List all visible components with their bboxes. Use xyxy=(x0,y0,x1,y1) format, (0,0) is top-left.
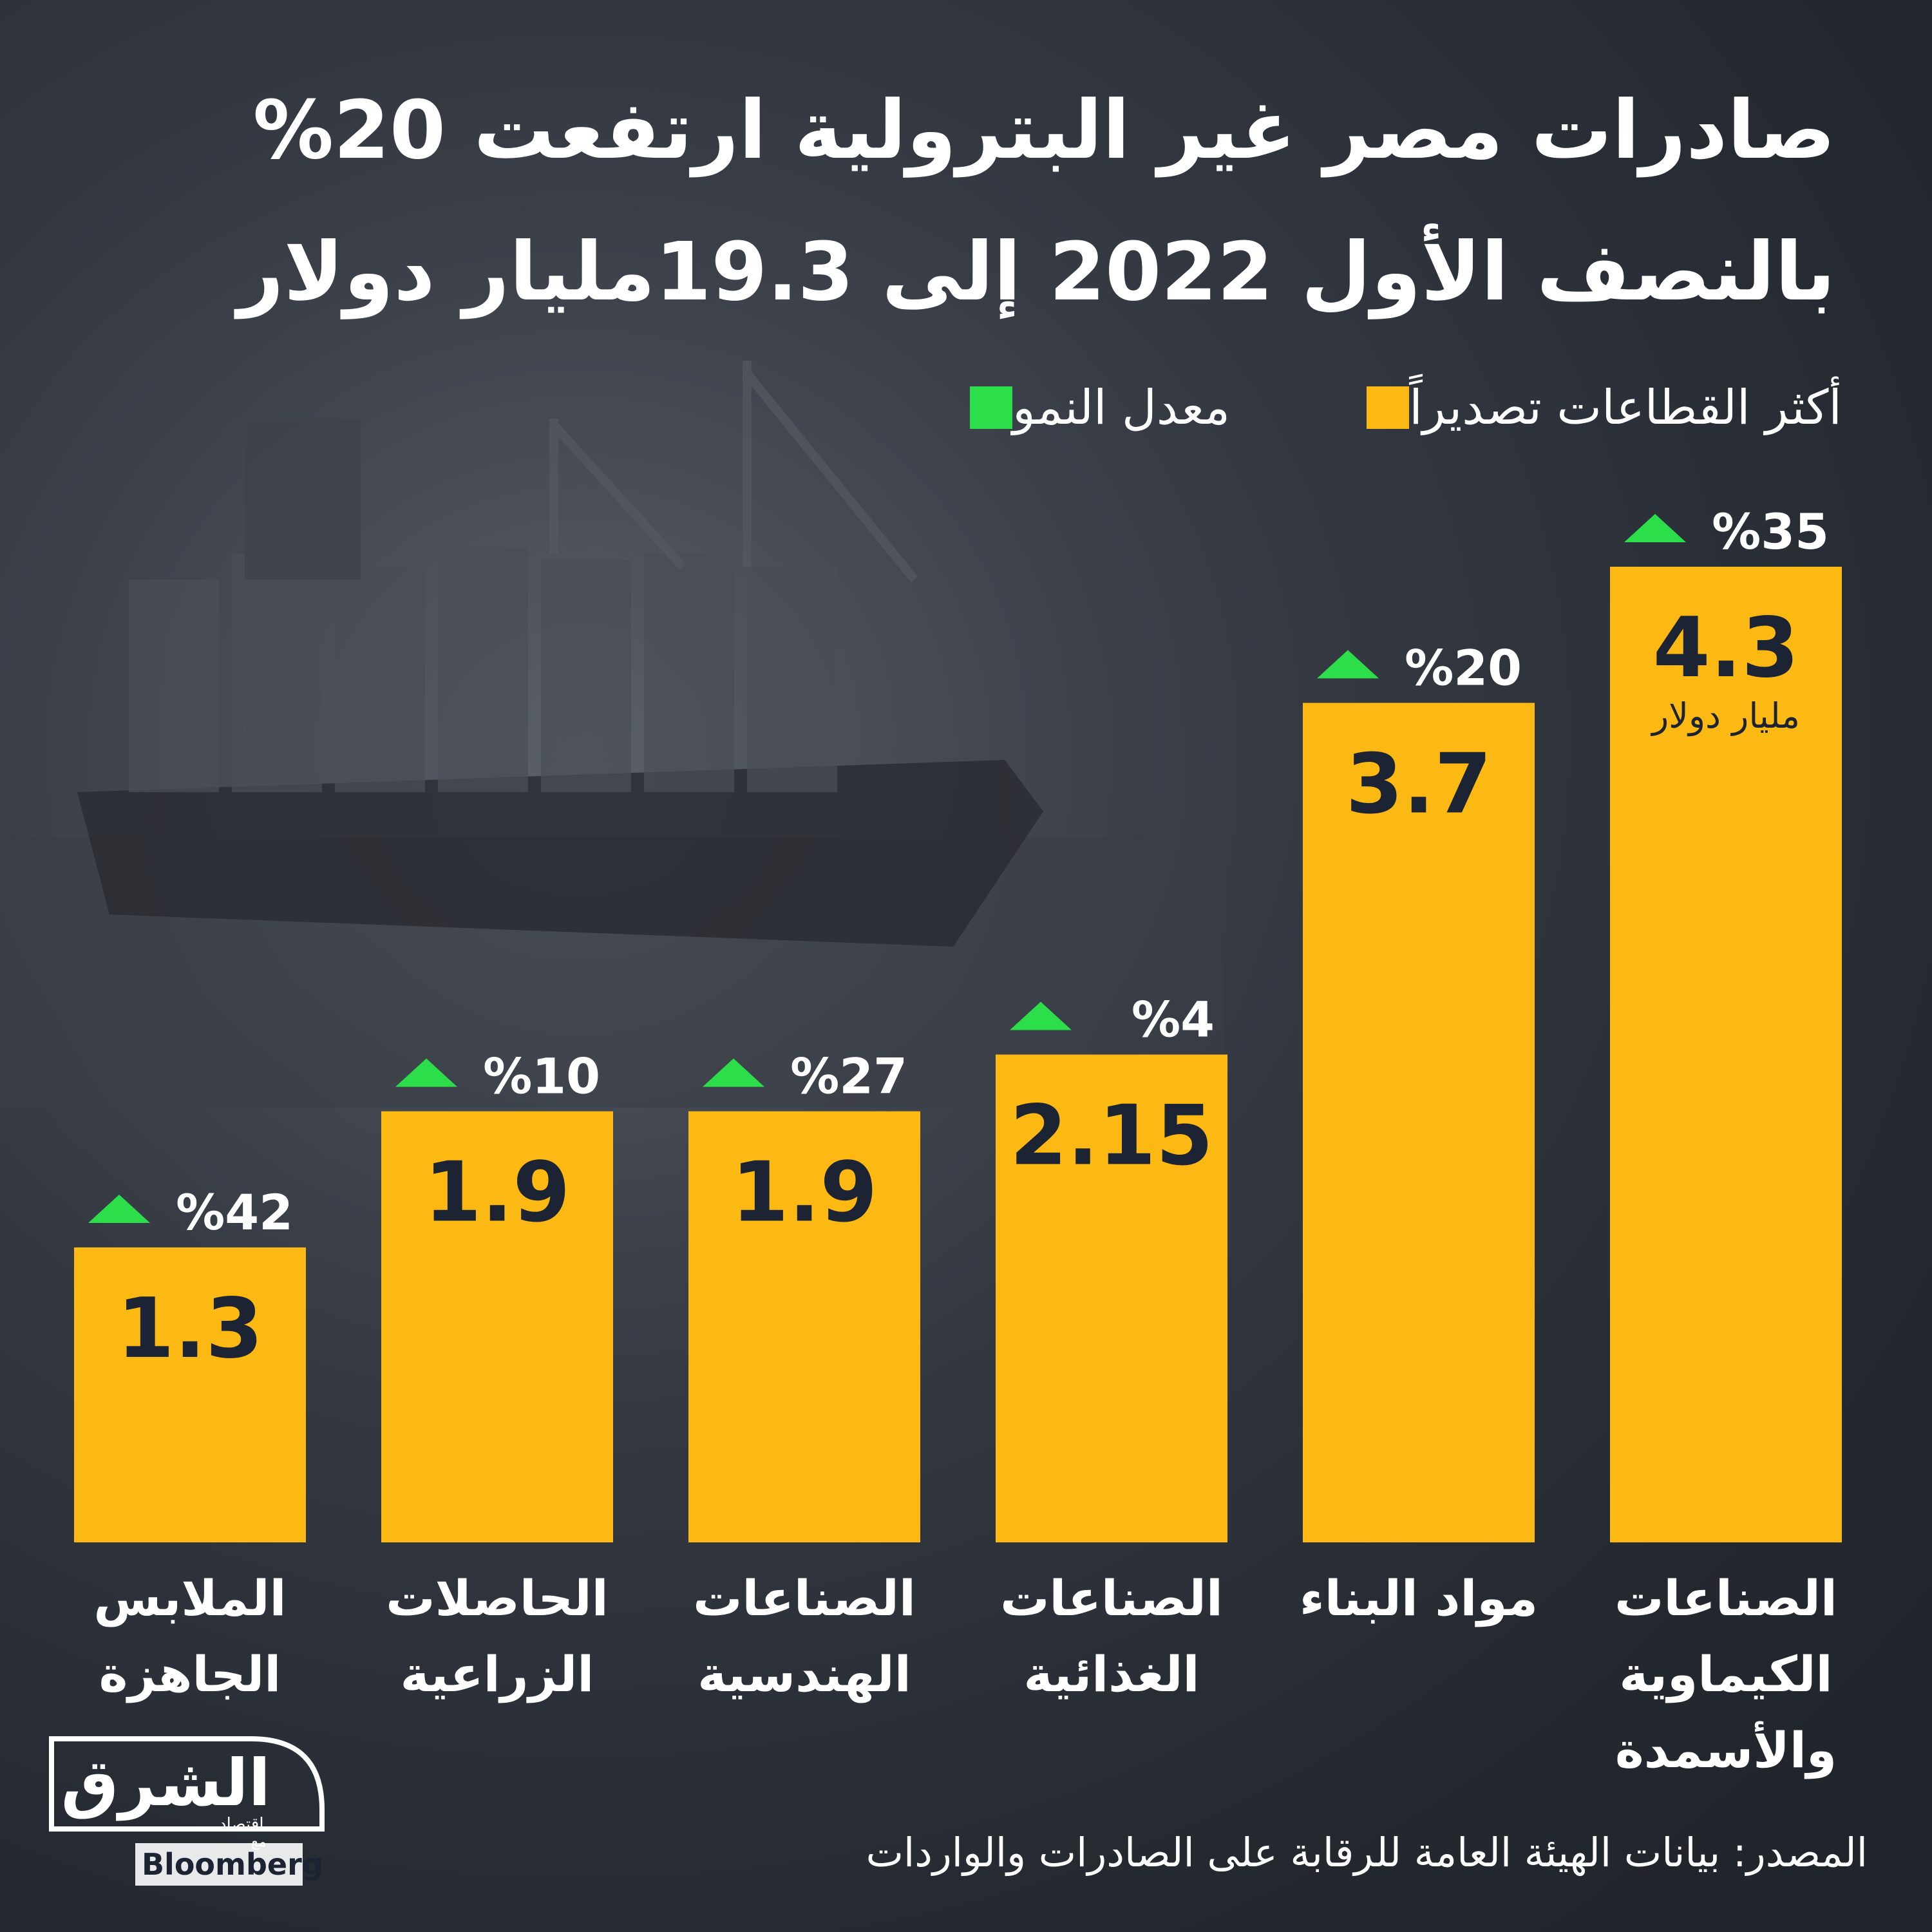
logo-sub: اقتصاد xyxy=(219,1815,264,1834)
logo-partner: Bloomberg xyxy=(142,1847,323,1882)
growth-up-icon-2 xyxy=(1317,650,1379,679)
growth-up-icon-6 xyxy=(88,1194,150,1223)
category-label-1-2: الكيماوية xyxy=(1619,1645,1832,1703)
growth-up-icon-4 xyxy=(703,1058,764,1087)
category-label-6-2: الجاهزة xyxy=(99,1645,281,1703)
legend-item-sectors: أكثر القطاعات تصديراً xyxy=(1350,379,1842,437)
source-note: المصدر: بيانات الهيئة العامة للرقابة على… xyxy=(866,1829,1868,1876)
unit-label: مليار دولار xyxy=(1650,696,1800,736)
legend-swatch-yellow xyxy=(1367,386,1410,429)
asharq-bloomberg-logo: الشرق اقتصاد مع Bloomberg xyxy=(39,1732,341,1893)
bar-3 xyxy=(996,1054,1227,1542)
category-label-1-3: والأسمدة xyxy=(1615,1721,1837,1779)
bar-6 xyxy=(74,1247,306,1542)
category-label-3-1: الصناعات xyxy=(1000,1569,1223,1627)
growth-up-icon-5 xyxy=(395,1058,457,1087)
logo-with: مع xyxy=(251,1834,267,1850)
legend-swatch-green xyxy=(970,386,1013,429)
category-label-1-1: الصناعات xyxy=(1615,1569,1837,1627)
category-label-4-2: الهندسية xyxy=(697,1645,911,1703)
logo-brand: الشرق xyxy=(61,1745,270,1821)
bar-value-label-6: 1.3 xyxy=(117,1281,263,1377)
legend-label-growth: معدل النمو xyxy=(1012,380,1230,435)
chart-title-line-1: صادرات مصر غير البترولية ارتفعت 20% xyxy=(252,84,1835,177)
growth-label-2: %20 xyxy=(1405,639,1522,696)
category-label-2-1: مواد البناء xyxy=(1300,1569,1538,1627)
growth-label-6: %42 xyxy=(176,1184,293,1241)
growth-up-icon-3 xyxy=(1010,1001,1072,1030)
bar-2 xyxy=(1303,703,1535,1542)
category-label-5-1: الحاصلات xyxy=(386,1569,608,1627)
bar-value-label-3: 2.15 xyxy=(1010,1088,1213,1184)
bar-value-label-4: 1.9 xyxy=(732,1145,878,1241)
bar-value-label-5: 1.9 xyxy=(424,1145,571,1241)
chart-title-line-2: بالنصف الأول 2022 إلى 19.3مليار دولار xyxy=(237,225,1835,319)
growth-label-5: %10 xyxy=(483,1048,600,1105)
logo-frame xyxy=(49,1736,325,1886)
legend-item-growth: معدل النمو xyxy=(953,379,1230,437)
category-label-3-2: الغذائية xyxy=(1023,1645,1199,1703)
category-label-6-1: الملابس xyxy=(93,1569,286,1627)
growth-up-icon-1 xyxy=(1624,514,1686,542)
category-label-5-2: الزراعية xyxy=(401,1645,594,1703)
bar-1 xyxy=(1610,567,1842,1542)
bar-value-label-2: 3.7 xyxy=(1346,736,1492,832)
growth-label-4: %27 xyxy=(790,1048,907,1105)
growth-label-1: %35 xyxy=(1712,503,1829,560)
bar-5 xyxy=(381,1111,613,1542)
legend-label-sectors: أكثر القطاعات تصديراً xyxy=(1409,380,1842,435)
growth-label-3: %4 xyxy=(1132,991,1215,1048)
category-label-4-1: الصناعات xyxy=(693,1569,916,1627)
bar-4 xyxy=(688,1111,920,1542)
bar-value-label-1: 4.3 xyxy=(1653,600,1799,696)
